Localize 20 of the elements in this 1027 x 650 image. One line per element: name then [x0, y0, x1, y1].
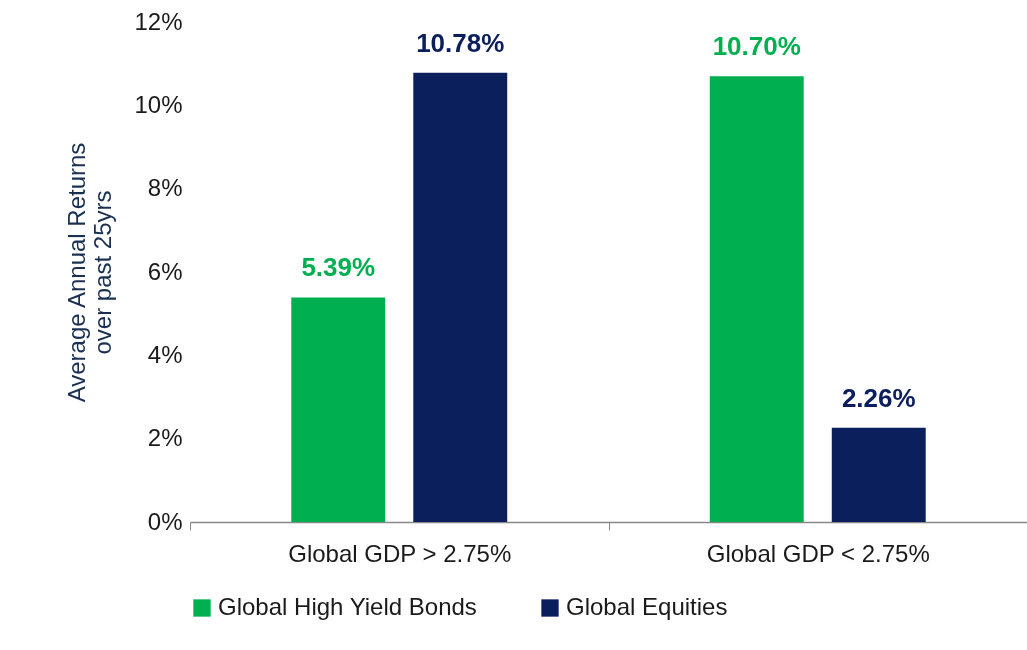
y-tick-label: 0%: [147, 507, 183, 535]
y-tick-label: 8%: [147, 174, 183, 202]
y-tick-label: 6%: [147, 257, 183, 285]
y-tick-label: 2%: [147, 424, 183, 452]
bar: [709, 76, 804, 522]
x-tick-label: Global GDP > 2.75%: [288, 539, 512, 567]
y-tick-label: 12%: [134, 7, 183, 35]
y-tick-label: 10%: [134, 90, 183, 118]
data-label: 10.70%: [712, 31, 801, 62]
legend-label: Global Equities: [566, 593, 728, 620]
x-tick-label: Global GDP < 2.75%: [706, 539, 930, 567]
bar: [831, 427, 926, 522]
data-label: 5.39%: [301, 252, 376, 283]
bar: [413, 72, 508, 522]
data-label: 10.78%: [416, 27, 505, 58]
legend-label: Global High Yield Bonds: [218, 593, 477, 620]
y-axis-title: Average Annual Returns over past 25yrs: [63, 142, 117, 403]
bar: [291, 297, 386, 522]
data-label: 2.26%: [841, 382, 916, 413]
y-tick-label: 4%: [147, 340, 183, 368]
